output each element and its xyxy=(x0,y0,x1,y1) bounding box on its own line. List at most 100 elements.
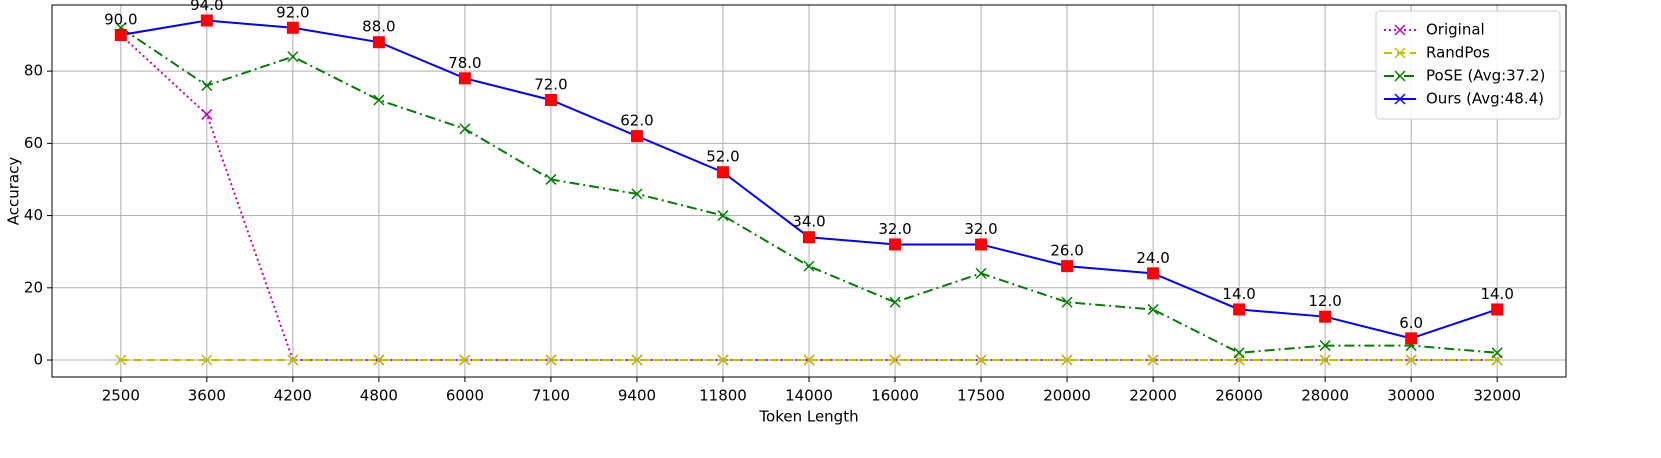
marker xyxy=(803,354,815,366)
data-label: 62.0 xyxy=(620,112,653,130)
highlight-marker xyxy=(1147,267,1160,280)
data-label: 32.0 xyxy=(878,220,911,238)
data-label: 88.0 xyxy=(362,18,395,36)
data-label: 24.0 xyxy=(1136,249,1169,267)
x-axis-label: Token Length xyxy=(758,408,858,426)
y-tick-label: 80 xyxy=(24,62,43,80)
data-label: 92.0 xyxy=(276,3,309,21)
legend-marker xyxy=(1394,24,1406,36)
y-axis-label: Accuracy xyxy=(5,157,23,226)
marker xyxy=(373,94,385,106)
x-tick-label: 11800 xyxy=(699,387,747,405)
data-label: 94.0 xyxy=(190,0,223,14)
legend-label: Original xyxy=(1426,21,1485,39)
marker xyxy=(889,354,901,366)
x-tick-label: 17500 xyxy=(957,387,1005,405)
data-label: 34.0 xyxy=(792,213,825,231)
y-tick-label: 60 xyxy=(24,134,43,152)
marker xyxy=(1491,347,1503,359)
y-tick-label: 0 xyxy=(33,351,43,369)
marker xyxy=(459,354,471,366)
marker xyxy=(631,188,643,200)
marker xyxy=(975,354,987,366)
data-label: 6.0 xyxy=(1399,314,1423,332)
y-tick-label: 20 xyxy=(24,278,43,296)
data-label: 52.0 xyxy=(706,148,739,166)
marker xyxy=(1405,354,1417,366)
x-tick-label: 16000 xyxy=(871,387,919,405)
highlight-marker xyxy=(803,231,815,244)
data-label: 14.0 xyxy=(1480,285,1513,303)
x-tick-label: 4800 xyxy=(360,387,398,405)
marker xyxy=(1061,296,1073,308)
series-line xyxy=(120,26,1498,354)
marker xyxy=(1147,354,1159,366)
x-tick-label: 30000 xyxy=(1387,387,1435,405)
highlight-marker xyxy=(1491,303,1504,316)
highlight-marker xyxy=(1319,310,1332,323)
x-tick-label: 2500 xyxy=(102,387,140,405)
data-label: 72.0 xyxy=(534,75,567,93)
x-tick-label: 28000 xyxy=(1301,387,1349,405)
marker xyxy=(1233,347,1245,359)
x-tick-label: 22000 xyxy=(1129,387,1177,405)
x-tick-label: 3600 xyxy=(188,387,226,405)
x-tick-label: 4200 xyxy=(274,387,312,405)
highlight-marker xyxy=(889,238,902,251)
highlight-marker xyxy=(544,93,557,106)
highlight-marker xyxy=(716,166,729,179)
marker xyxy=(631,354,643,366)
x-tick-label: 14000 xyxy=(785,387,833,405)
data-label: 26.0 xyxy=(1050,242,1083,260)
legend-marker xyxy=(1394,70,1406,82)
marker xyxy=(889,296,901,308)
marker xyxy=(373,354,385,366)
marker xyxy=(115,354,127,366)
marker xyxy=(459,123,471,135)
marker xyxy=(1319,340,1331,352)
legend-label: PoSE (Avg:37.2) xyxy=(1426,67,1545,85)
x-tick-label: 7100 xyxy=(532,387,570,405)
marker xyxy=(1061,354,1073,366)
highlight-marker xyxy=(1233,303,1246,316)
marker xyxy=(717,354,729,366)
marker xyxy=(545,173,557,185)
plot-frame xyxy=(51,4,1567,378)
highlight-marker xyxy=(200,14,213,27)
marker xyxy=(717,210,729,222)
marker xyxy=(201,108,213,120)
marker xyxy=(287,51,299,63)
x-tick-label: 6000 xyxy=(446,387,484,405)
legend-box xyxy=(1375,10,1561,120)
data-label: 78.0 xyxy=(448,54,481,72)
highlight-marker xyxy=(630,130,643,143)
data-label: 12.0 xyxy=(1308,292,1341,310)
marker xyxy=(975,267,987,279)
y-tick-label: 40 xyxy=(24,206,43,224)
marker xyxy=(545,354,557,366)
x-tick-label: 32000 xyxy=(1473,387,1521,405)
legend-marker xyxy=(1394,93,1406,105)
x-tick-label: 9400 xyxy=(618,387,656,405)
highlight-marker xyxy=(286,21,299,34)
marker xyxy=(287,354,299,366)
marker xyxy=(803,260,815,272)
marker xyxy=(1147,303,1159,315)
highlight-marker xyxy=(1405,332,1418,345)
marker xyxy=(201,80,213,92)
legend-marker xyxy=(1394,47,1406,59)
legend-label: RandPos xyxy=(1426,44,1490,62)
legend-label: Ours (Avg:48.4) xyxy=(1426,90,1544,108)
legend: Original RandPos PoSE (Avg:37.2) Ours (Avg:… xyxy=(1375,10,1561,120)
data-label: 14.0 xyxy=(1222,285,1255,303)
highlight-marker xyxy=(372,36,385,49)
highlight-marker xyxy=(975,238,988,251)
highlight-marker xyxy=(114,28,127,41)
highlight-marker xyxy=(458,72,471,85)
data-label: 32.0 xyxy=(964,220,997,238)
marker xyxy=(1319,354,1331,366)
data-label: 90.0 xyxy=(104,10,137,28)
highlight-marker xyxy=(1061,260,1074,273)
